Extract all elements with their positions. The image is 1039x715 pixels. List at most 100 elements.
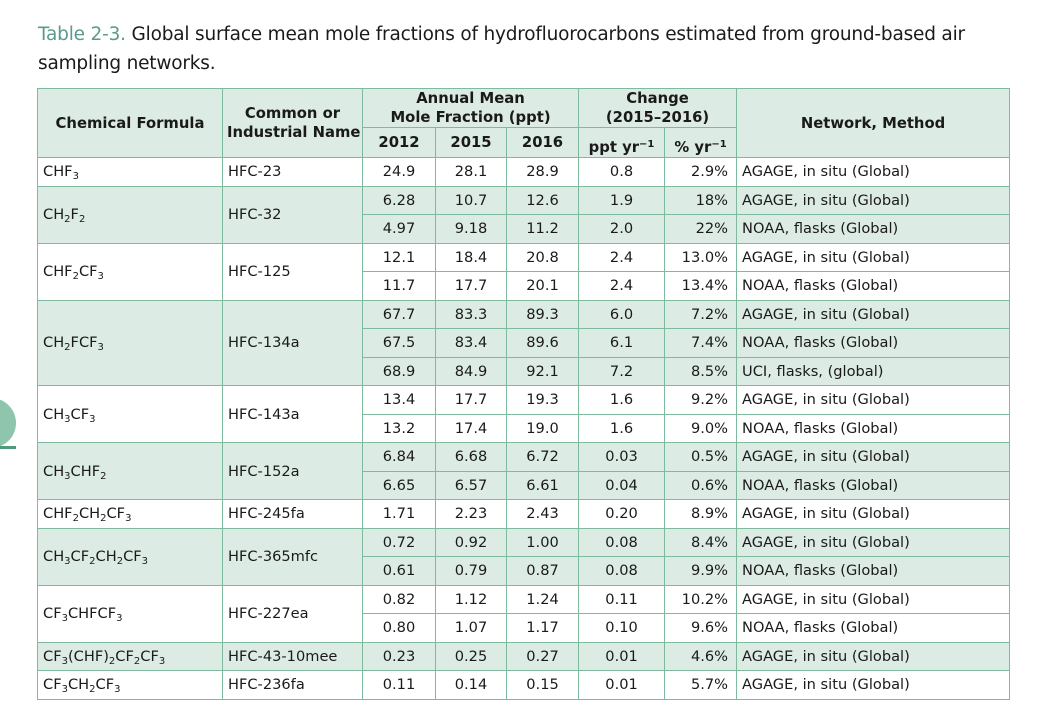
header-common-name-line1: Common or — [244, 105, 341, 122]
value-2016-cell: 0.15 — [505, 670, 580, 700]
table-row: 68.9 84.9 92.1 7.2 8.5% UCI, flasks, (global) — [38, 356, 1011, 386]
formula-part: CF — [78, 263, 98, 280]
formula-part: CH — [43, 334, 65, 352]
formula-part: CF — [70, 405, 90, 423]
table-row: CH2FCF3 HFC-134a 67.7 83.3 89.3 6.0 7.2% AGAGE,… — [37, 299, 1011, 386]
table-row: 4.97 9.18 11.2 2.0 22% NOAA, flasks (Global) — [38, 214, 1011, 244]
change-ppt-cell: 2.0 — [578, 214, 666, 244]
header-unit-ppt: ppt yr−1 — [578, 138, 666, 158]
value-2012-cell: 6.65 — [362, 470, 436, 500]
change-ppt-cell: 0.8 — [578, 157, 666, 187]
value-2012-cell: 0.23 — [362, 641, 436, 671]
header-common-name-line2: Industrial Name — [227, 124, 361, 141]
formula-subscript: 3 — [61, 613, 68, 624]
header-annual-mean: Annual Mean Mole Fraction (ppt) — [361, 88, 580, 128]
change-pct-cell: 7.2% — [664, 299, 738, 329]
formula-part: CF — [43, 647, 62, 665]
change-pct-cell: 0.6% — [664, 470, 738, 500]
formula-part: CF — [123, 548, 142, 565]
network-cell: AGAGE, in situ (Global) — [736, 157, 1011, 187]
header-unit-pct: % yr−1 — [664, 138, 738, 158]
chemical-formula-cell: CH3CHF2 — [37, 442, 223, 500]
value-2016-cell: 89.3 — [505, 299, 580, 329]
common-name-cell: HFC-32 — [222, 185, 363, 244]
formula-subscript: 2 — [100, 470, 107, 482]
common-name-cell: HFC-143a — [222, 385, 363, 443]
formula-part: (CHF) — [67, 647, 109, 665]
change-ppt-cell: 6.1 — [578, 328, 666, 358]
common-name-cell: HFC-125 — [222, 242, 363, 301]
value-2016-cell: 11.2 — [505, 214, 580, 244]
formula-subscript: 2 — [108, 655, 116, 667]
network-cell: NOAA, flasks (Global) — [736, 613, 1011, 643]
formula-subscript: 2 — [72, 271, 79, 282]
value-2016-cell: 12.6 — [505, 185, 580, 215]
value-2015-cell: 9.18 — [435, 214, 507, 244]
change-pct-cell: 13.0% — [664, 242, 738, 272]
common-name-cell: HFC-245fa — [222, 499, 363, 529]
value-2012-cell: 0.80 — [362, 613, 436, 643]
header-common-name: Common or Industrial Name — [222, 88, 363, 158]
change-ppt-cell: 0.08 — [578, 527, 666, 557]
value-2012-cell: 4.97 — [362, 214, 436, 244]
change-pct-cell: 5.7% — [664, 670, 738, 700]
change-ppt-cell: 0.20 — [578, 499, 666, 529]
formula-subscript: 3 — [97, 271, 104, 282]
formula-subscript: 2 — [133, 655, 141, 667]
change-ppt-cell: 7.2 — [578, 356, 666, 386]
value-2012-cell: 1.71 — [362, 499, 436, 529]
change-pct-cell: 10.2% — [664, 584, 738, 614]
formula-part: CF — [43, 605, 62, 622]
change-pct-cell: 8.4% — [664, 527, 738, 557]
formula-part: CH — [43, 548, 65, 565]
chemical-formula-cell: CH2F2 — [37, 185, 223, 244]
header-annual-mean-line2: Mole Fraction (ppt) — [390, 109, 551, 126]
formula-subscript: 3 — [64, 413, 71, 425]
network-cell: AGAGE, in situ (Global) — [736, 499, 1011, 529]
value-2015-cell: 1.07 — [435, 613, 507, 643]
formula-part: CF — [106, 505, 126, 523]
formula-part: CH — [95, 548, 117, 565]
value-2012-cell: 0.72 — [362, 527, 436, 557]
common-name-cell: HFC-23 — [222, 157, 363, 187]
value-2012-cell: 68.9 — [362, 356, 436, 386]
formula-part: CHF — [43, 505, 73, 523]
value-2015-cell: 83.3 — [435, 299, 507, 329]
value-2015-cell: 17.7 — [435, 271, 507, 301]
header-year-2015: 2015 — [435, 127, 507, 158]
change-pct-cell: 8.9% — [664, 499, 738, 529]
formula-subscript: 2 — [89, 684, 96, 696]
value-2016-cell: 20.8 — [505, 242, 580, 272]
change-ppt-cell: 2.4 — [578, 242, 666, 272]
change-pct-cell: 18% — [664, 185, 738, 215]
chemical-formula-cell: CH3CF3 — [37, 385, 223, 443]
formula-part: CHF — [70, 462, 101, 480]
formula-part: CF — [115, 647, 134, 665]
change-pct-cell: 2.9% — [664, 157, 738, 187]
table-row: CH3CF3 HFC-143a 13.4 17.7 19.3 1.6 9.2% AGAGE, … — [37, 385, 1011, 443]
common-name-cell: HFC-227ea — [222, 584, 363, 643]
value-2016-cell: 89.6 — [505, 328, 580, 358]
table-row: 13.2 17.4 19.0 1.6 9.0% NOAA, flasks (Global) — [38, 413, 1011, 443]
network-cell: AGAGE, in situ (Global) — [736, 385, 1011, 415]
network-cell: AGAGE, in situ (Global) — [736, 641, 1011, 671]
formula-part: FCF — [70, 334, 98, 352]
formula-subscript: 3 — [97, 342, 104, 354]
common-name-cell: HFC-365mfc — [222, 527, 363, 586]
value-2015-cell: 28.1 — [435, 157, 507, 187]
change-pct-cell: 9.9% — [664, 556, 738, 586]
value-2016-cell: 0.27 — [505, 641, 580, 671]
formula-subscript: 2 — [72, 513, 79, 525]
common-name-cell: HFC-134a — [222, 299, 363, 386]
formula-part: CH — [43, 462, 65, 480]
network-cell: AGAGE, in situ (Global) — [736, 584, 1011, 614]
value-2012-cell: 67.5 — [362, 328, 436, 358]
value-2016-cell: 20.1 — [505, 271, 580, 301]
value-2015-cell: 0.92 — [435, 527, 507, 557]
side-tab-line — [0, 446, 16, 449]
hfc-table: Chemical Formula Common or Industrial Na… — [37, 88, 1011, 700]
value-2012-cell: 67.7 — [362, 299, 436, 329]
header-unit-pct-spacer — [664, 127, 738, 138]
chemical-formula-cell: CHF2CH2CF3 — [37, 499, 223, 529]
formula-subscript: 2 — [89, 556, 96, 567]
